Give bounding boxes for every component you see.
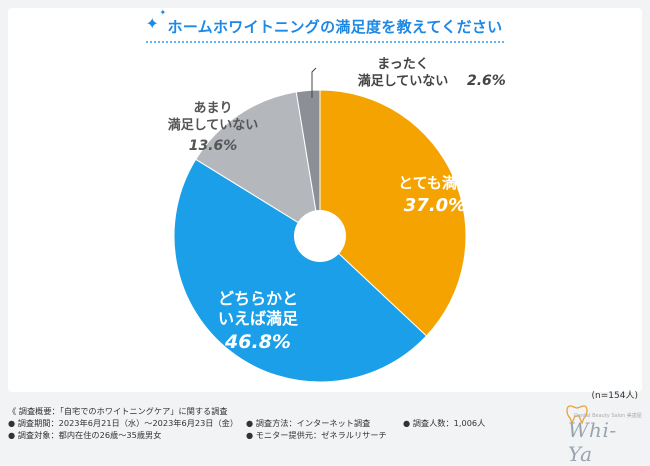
survey-overview: 《 調査概要：「自宅でのホワイトニングケア」に関する調査 xyxy=(8,406,228,416)
slice-label: 満足していない xyxy=(168,117,259,133)
footer-row-2: ● 調査期間：2023年6月21日（水）～2023年6月23日（金） ● 調査方… xyxy=(8,417,568,429)
slice-percent-label: 37.0% xyxy=(404,195,466,216)
logo-wordmark: Whi-Ya xyxy=(568,418,617,466)
survey-period: ● 調査期間：2023年6月21日（水）～2023年6月23日（金） xyxy=(8,418,239,428)
donut-hole xyxy=(294,210,346,262)
slice-label: 満足していない xyxy=(358,73,449,89)
slice-percent-label: 13.6% xyxy=(189,138,238,154)
slice-label: まったく xyxy=(377,57,428,72)
tooth-logo-icon xyxy=(566,405,588,424)
slice-label: いえば満足 xyxy=(218,309,299,328)
title-wrap: ✦ ✦ ホームホワイトニングの満足度を教えてください xyxy=(0,8,650,43)
sample-size: (n=154人) xyxy=(591,391,638,401)
footer-row-1: 《 調査概要：「自宅でのホワイトニングケア」に関する調査 xyxy=(8,405,568,417)
pie-slice xyxy=(173,158,428,383)
survey-target: ● 調査対象：都内在住の26歳～35歳男女 xyxy=(8,430,162,440)
pie-slice xyxy=(195,91,321,238)
sparkle-small-icon: ✦ xyxy=(159,8,167,17)
survey-provider: ● モニター提供元：ゼネラルリサーチ xyxy=(246,430,387,440)
slice-label: とても満足 xyxy=(398,174,473,192)
pie-slice xyxy=(295,89,321,237)
chart-title: ホームホワイトニングの満足度を教えてください xyxy=(167,18,503,36)
footer-row-3: ● 調査対象：都内在住の26歳～35歳男女 ● モニター提供元：ゼネラルリサーチ xyxy=(8,429,568,441)
pie-slice xyxy=(319,89,467,337)
survey-footer: 《 調査概要：「自宅でのホワイトニングケア」に関する調査 ● 調査期間：2023… xyxy=(8,405,568,441)
whiya-logo: Dental Beauty Salon 美歯屋 Whi-Ya xyxy=(560,402,642,466)
slice-label: どちらかと xyxy=(218,289,298,308)
survey-count: ● 調査人数：1,006人 xyxy=(403,418,486,428)
sparkle-icon: ✦ xyxy=(145,14,160,33)
survey-method: ● 調査方法：インターネット調査 xyxy=(246,418,371,428)
chart-title-box: ✦ ✦ ホームホワイトニングの満足度を教えてください xyxy=(145,8,505,43)
slice-percent-label: 2.6% xyxy=(467,73,506,89)
leader-line xyxy=(311,67,317,98)
slice-label: あまり xyxy=(193,101,232,116)
slice-percent-label: 46.8% xyxy=(224,331,291,353)
logo-subtitle: Dental Beauty Salon 美歯屋 xyxy=(574,413,642,419)
pie-chart: とても満足37.0%どちらかといえば満足46.8%あまり満足していない13.6%… xyxy=(168,57,506,383)
